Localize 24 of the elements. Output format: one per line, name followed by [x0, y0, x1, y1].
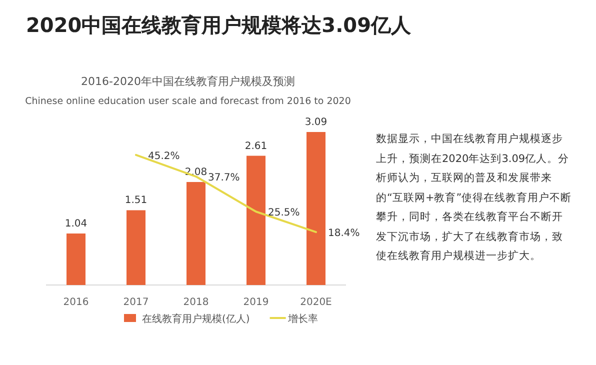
legend-label: 在线教育用户规模(亿人)	[142, 313, 250, 325]
bar	[126, 210, 146, 285]
text: Chinese online education user scale and forecast from 2016 to 2020	[25, 96, 351, 107]
chart-subtitle: 2016-2020年中国在线教育用户规模及预测	[81, 75, 295, 88]
data-label: 1.51	[124, 195, 148, 206]
bar	[186, 182, 206, 285]
bar	[66, 234, 86, 285]
bar	[246, 156, 266, 285]
data-label: 18.4%	[328, 228, 360, 240]
bar	[306, 132, 326, 285]
data-label: 2.61	[244, 140, 268, 152]
x-tick-label: 2019	[243, 297, 269, 308]
x-tick-label: 2016	[63, 297, 89, 308]
legend-label: 增长率	[286, 313, 318, 325]
data-label: 45.2%	[148, 150, 180, 162]
data-label: 25.5%	[268, 208, 300, 219]
text: 数据显示，中国在线教育用户规模逐步上升，预测在2020年达到3.09亿人。分析师认为，互联网的普及和发展带来的“互联网+教育”使得在线教育用户不断攀升，同时，各类在线教育平台不断开发下沉市场，扩大了在线教育市场，致使在线教育用户规模进一步扩大。	[376, 132, 572, 264]
x-tick-label: 2018	[183, 297, 209, 308]
data-label: 3.09	[304, 117, 328, 128]
x-tick-label: 2017	[123, 297, 149, 308]
x-tick-label: 2020E	[300, 297, 332, 308]
data-label: 37.7%	[208, 172, 240, 184]
chart-title: 2020中国在线教育用户规模将达3.09亿人	[26, 12, 412, 39]
data-label: 1.04	[64, 218, 88, 230]
